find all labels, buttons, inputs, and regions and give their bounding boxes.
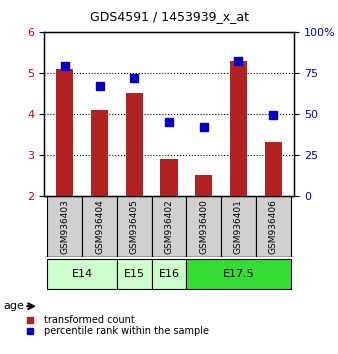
FancyBboxPatch shape <box>186 196 221 257</box>
Bar <box>195 175 212 196</box>
FancyBboxPatch shape <box>47 196 82 257</box>
Point <box>166 119 172 125</box>
Text: GSM936403: GSM936403 <box>60 199 69 254</box>
FancyBboxPatch shape <box>117 196 152 257</box>
FancyBboxPatch shape <box>221 196 256 257</box>
Text: GDS4591 / 1453939_x_at: GDS4591 / 1453939_x_at <box>90 10 248 23</box>
FancyBboxPatch shape <box>186 259 291 289</box>
Text: GSM936401: GSM936401 <box>234 199 243 254</box>
FancyBboxPatch shape <box>47 259 117 289</box>
Text: E17.5: E17.5 <box>223 269 255 279</box>
Point <box>131 75 137 81</box>
Bar <box>126 93 143 196</box>
Bar <box>56 69 73 196</box>
FancyBboxPatch shape <box>152 196 186 257</box>
Bar <box>230 61 247 196</box>
Text: GSM936405: GSM936405 <box>130 199 139 254</box>
Text: E15: E15 <box>124 269 145 279</box>
Text: E16: E16 <box>159 269 179 279</box>
FancyBboxPatch shape <box>82 196 117 257</box>
Point <box>62 63 68 69</box>
Text: GSM936406: GSM936406 <box>269 199 278 254</box>
Text: GSM936402: GSM936402 <box>165 199 173 254</box>
Bar <box>91 110 108 196</box>
Point <box>236 58 241 64</box>
Point <box>97 83 102 89</box>
Text: E14: E14 <box>72 269 93 279</box>
Point <box>201 124 207 130</box>
Bar <box>160 159 178 196</box>
Text: GSM936404: GSM936404 <box>95 199 104 254</box>
Point <box>270 113 276 118</box>
Text: transformed count: transformed count <box>44 315 135 325</box>
Text: GSM936400: GSM936400 <box>199 199 208 254</box>
Text: percentile rank within the sample: percentile rank within the sample <box>44 326 209 336</box>
Bar <box>265 142 282 196</box>
FancyBboxPatch shape <box>152 259 186 289</box>
FancyBboxPatch shape <box>256 196 291 257</box>
Text: age: age <box>3 301 24 311</box>
FancyBboxPatch shape <box>117 259 152 289</box>
